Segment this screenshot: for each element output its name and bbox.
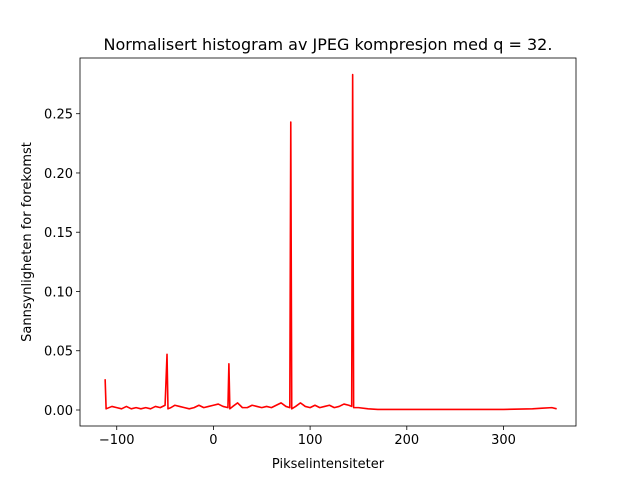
y-tick-label: 0.05 <box>44 345 73 360</box>
x-tick-label: 200 <box>394 433 419 448</box>
x-tick-label: 0 <box>209 433 217 448</box>
plot-frame <box>79 57 577 427</box>
x-tick-label: −100 <box>99 433 135 448</box>
y-tick-label: 0.20 <box>44 167 73 182</box>
data-line <box>104 73 557 411</box>
x-axis-label: Pikselintensiteter <box>272 457 385 472</box>
y-tick-label: 0.00 <box>44 404 73 419</box>
y-axis-label: Sannsynligheten for forekomst <box>20 142 35 342</box>
y-tick-label: 0.10 <box>44 285 73 300</box>
y-tick-label: 0.15 <box>44 226 73 241</box>
x-tick-label: 300 <box>491 433 516 448</box>
x-tick-label: 100 <box>298 433 323 448</box>
y-tick-label: 0.25 <box>44 108 73 123</box>
chart-title: Normalisert histogram av JPEG kompresjon… <box>104 35 553 54</box>
